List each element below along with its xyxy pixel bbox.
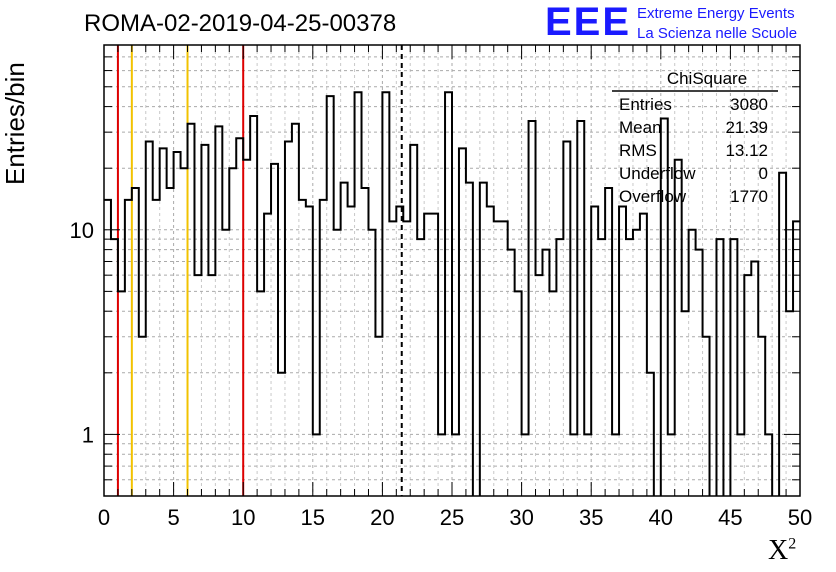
y-tick-label: 1 [82, 422, 94, 447]
x-axis-label-text: X [768, 535, 789, 566]
x-tick-label: 5 [167, 505, 179, 530]
x-axis-label-superscript: 2 [788, 535, 797, 553]
stats-value: 13.12 [725, 141, 768, 160]
eee-logo: EEE Extreme Energy Events La Scienza nel… [545, 0, 835, 46]
y-tick-label: 10 [70, 218, 94, 243]
stats-label: Overflow [619, 187, 687, 206]
histogram-line [104, 91, 800, 496]
stats-name: ChiSquare [667, 69, 747, 88]
x-axis-label: X2 [768, 535, 796, 567]
chart-title: ROMA-02-2019-04-25-00378 [84, 10, 397, 37]
stats-label: Underflow [619, 164, 696, 183]
x-tick-label: 45 [718, 505, 742, 530]
stats-value: 3080 [730, 95, 768, 114]
stats-label: RMS [619, 141, 657, 160]
x-tick-label: 15 [301, 505, 325, 530]
y-ticks [104, 56, 800, 481]
eee-logo-line1: Extreme Energy Events [637, 5, 795, 22]
stats-label: Entries [619, 95, 672, 114]
marker-lines [116, 45, 403, 496]
x-tick-label: 50 [788, 505, 812, 530]
x-tick-label: 40 [649, 505, 673, 530]
x-tick-label: 35 [579, 505, 603, 530]
eee-logo-line2: La Scienza nelle Scuole [637, 25, 798, 42]
x-tick-label: 25 [440, 505, 464, 530]
stats-value: 1770 [730, 187, 768, 206]
stats-label: Mean [619, 118, 662, 137]
eee-logo-mark: EEE [545, 0, 632, 44]
x-tick-label: 0 [98, 505, 110, 530]
x-tick-label: 30 [509, 505, 533, 530]
stats-value: 0 [759, 164, 768, 183]
stats-value: 21.39 [725, 118, 768, 137]
x-tick-label: 10 [231, 505, 255, 530]
x-tick-label: 20 [370, 505, 394, 530]
